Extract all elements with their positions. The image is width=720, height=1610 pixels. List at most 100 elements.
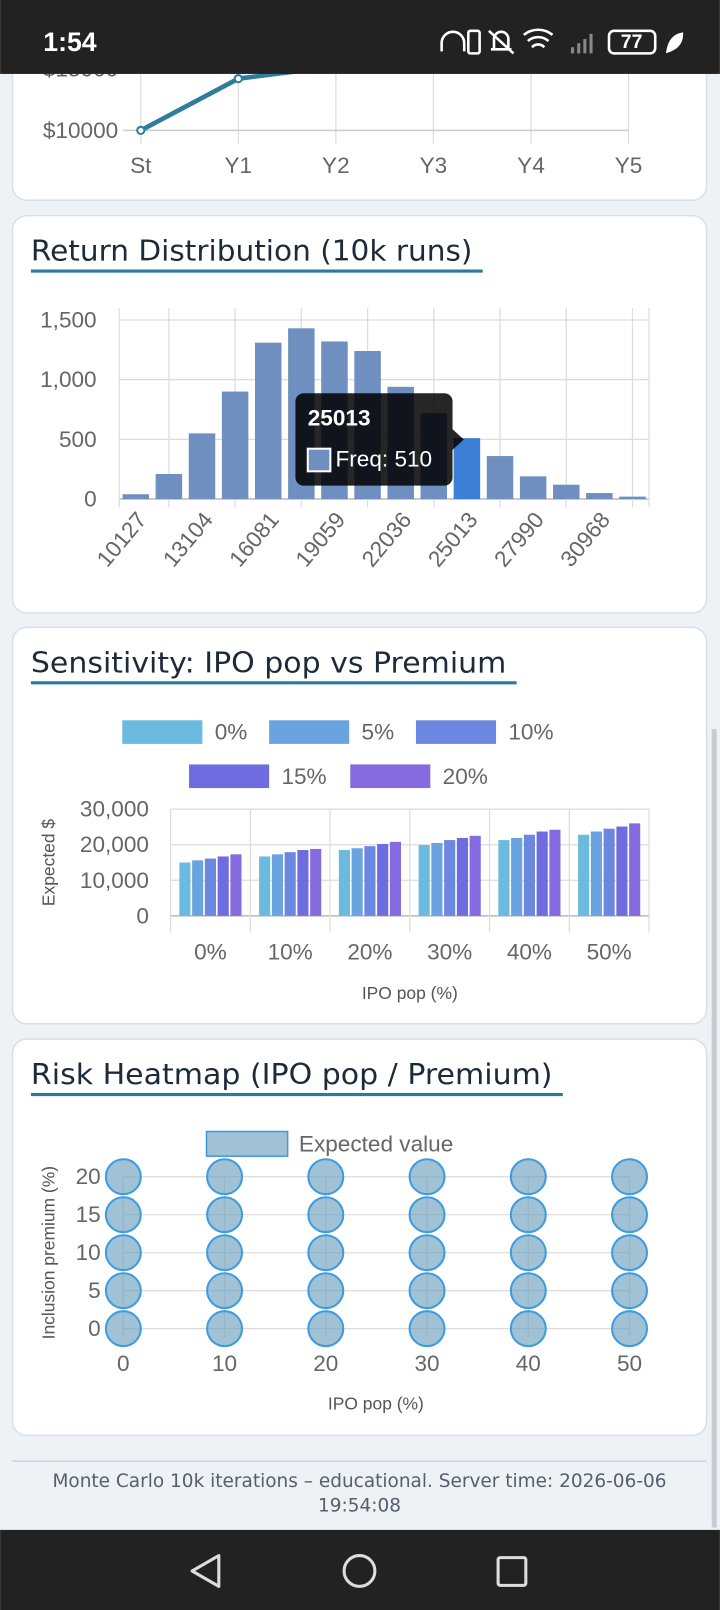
bubble: [206, 1310, 244, 1348]
bubble: [408, 1234, 446, 1272]
legend-swatch[interactable]: [122, 720, 203, 744]
tooltip-swatch: [306, 447, 332, 473]
bar: [192, 860, 204, 916]
signal-bar: [583, 39, 587, 54]
bubble: [509, 1158, 547, 1196]
battery-level: 77: [621, 31, 643, 53]
bar[interactable]: [453, 438, 481, 500]
x-tick-label: 50: [617, 1351, 642, 1376]
y-tick-label: 0: [136, 903, 149, 928]
bar: [456, 837, 468, 916]
bubble: [611, 1310, 649, 1348]
chart-title: Return Distribution (10k runs): [31, 234, 473, 268]
nav-bar: [0, 1529, 720, 1610]
legend-swatch[interactable]: [350, 764, 431, 789]
nav-back[interactable]: [190, 1554, 221, 1588]
x-tick-label: 40: [516, 1351, 541, 1376]
bar: [377, 843, 389, 916]
status-bar: [0, 0, 720, 74]
bar: [498, 840, 510, 916]
y-tick-label: 1,500: [40, 307, 97, 332]
tooltip: 25013 Freq: 510: [295, 393, 464, 486]
legend-swatch[interactable]: [269, 720, 350, 744]
bar: [297, 850, 309, 916]
bar: [578, 834, 590, 916]
status-icons: [440, 28, 684, 55]
x-tick-label: Y1: [225, 153, 253, 178]
signal-bar: [589, 33, 593, 54]
y-tick-label: 0: [88, 1316, 101, 1341]
bar: [271, 854, 283, 916]
x-tick-label: Y5: [615, 153, 643, 178]
chart-title: Sensitivity: IPO pop vs Premium: [31, 645, 506, 679]
bubble: [307, 1196, 345, 1234]
scrollbar: [711, 729, 717, 1528]
bar[interactable]: [486, 456, 514, 500]
bar: [536, 831, 548, 916]
y-axis-title: Expected $: [38, 819, 58, 907]
bar[interactable]: [586, 493, 613, 500]
bar: [230, 854, 242, 916]
bubble: [307, 1158, 345, 1196]
legend-label[interactable]: 5%: [362, 720, 395, 745]
bubble: [509, 1234, 547, 1272]
bar[interactable]: [221, 391, 249, 500]
bar[interactable]: [519, 476, 547, 500]
legend-swatch[interactable]: [415, 720, 497, 744]
x-tick-label: 20: [313, 1351, 338, 1376]
headphones-icon: [440, 30, 466, 52]
bubble: [206, 1272, 244, 1310]
x-tick-label: 50%: [587, 939, 632, 964]
x-axis-title: IPO pop (%): [362, 983, 458, 1003]
leaf-icon: [665, 32, 684, 54]
nav-recents[interactable]: [496, 1556, 528, 1587]
x-tick-label: Y4: [517, 153, 545, 178]
y-tick-label: 500: [59, 427, 97, 452]
bubble: [104, 1196, 142, 1234]
bar: [616, 826, 628, 916]
bubble: [307, 1272, 345, 1310]
bubble: [104, 1158, 142, 1196]
bar[interactable]: [619, 496, 646, 500]
y-axis-title: Inclusion premium (%): [38, 1166, 58, 1339]
bubble: [206, 1196, 244, 1234]
bar[interactable]: [254, 342, 282, 500]
bar: [338, 850, 350, 916]
legend-swatch[interactable]: [205, 1130, 289, 1157]
x-tick-label: 0%: [194, 939, 227, 964]
bubble: [104, 1272, 142, 1310]
bar: [629, 823, 641, 916]
bar[interactable]: [155, 473, 183, 500]
x-tick-label: 10: [212, 1351, 237, 1376]
bubble: [206, 1158, 244, 1196]
x-tick-label: 10%: [268, 939, 313, 964]
nav-home[interactable]: [342, 1554, 377, 1588]
bubble: [611, 1272, 649, 1310]
bar: [310, 848, 322, 916]
legend-label[interactable]: 15%: [281, 764, 326, 789]
x-tick-label: St: [130, 153, 152, 178]
legend-label[interactable]: Expected value: [299, 1131, 453, 1156]
bar: [364, 846, 376, 916]
x-tick-label: 40%: [507, 939, 552, 964]
legend-label[interactable]: 10%: [508, 720, 553, 745]
bar[interactable]: [188, 433, 216, 500]
y-tick-label: $10000: [43, 118, 118, 143]
x-tick-label: 0: [117, 1351, 130, 1376]
bar: [603, 828, 615, 916]
bubble: [408, 1272, 446, 1310]
bar[interactable]: [122, 494, 150, 500]
bubble: [408, 1310, 446, 1348]
bubble: [104, 1310, 142, 1348]
legend-swatch[interactable]: [189, 764, 270, 789]
tooltip-box: [295, 393, 453, 486]
signal-bar: [577, 43, 581, 54]
tooltip-text: Freq: 510: [335, 446, 432, 471]
legend-label[interactable]: 20%: [443, 764, 488, 789]
bubble: [611, 1196, 649, 1234]
legend-label[interactable]: 0%: [215, 720, 248, 745]
bubble: [408, 1196, 446, 1234]
chart-title: Risk Heatmap (IPO pop / Premium): [31, 1057, 553, 1091]
bar[interactable]: [553, 484, 580, 500]
